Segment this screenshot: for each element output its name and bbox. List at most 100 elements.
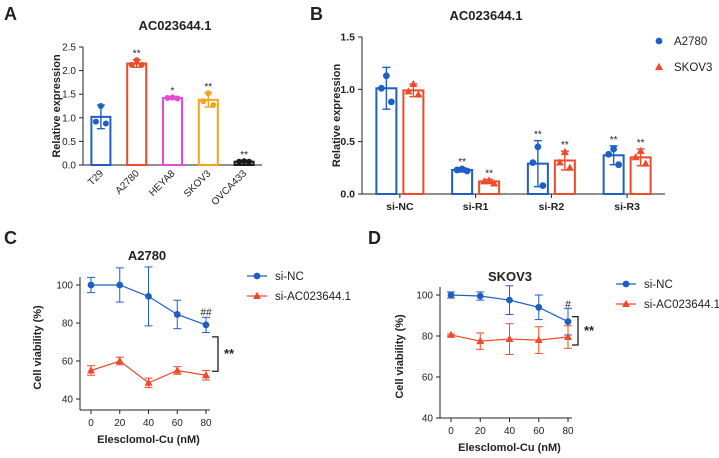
data-point bbox=[636, 146, 645, 155]
panel-b-title: AC023644.1 bbox=[450, 8, 523, 23]
panel-label-a: A bbox=[4, 4, 17, 24]
legend-label-a2780: A2780 bbox=[674, 36, 707, 48]
y-axis-label: Cell viability (%) bbox=[32, 305, 44, 390]
x-tick-label: 0 bbox=[88, 418, 94, 429]
data-point bbox=[164, 94, 171, 101]
annotation-label: ## bbox=[200, 307, 212, 318]
data-point bbox=[631, 153, 640, 161]
y-tick-label: 0.5 bbox=[340, 136, 355, 148]
data-point bbox=[534, 143, 542, 151]
data-point bbox=[453, 166, 461, 174]
data-point bbox=[377, 84, 385, 92]
panel-label-c: C bbox=[4, 228, 17, 248]
data-point bbox=[610, 145, 618, 153]
data-point bbox=[138, 61, 145, 68]
data-point bbox=[87, 366, 95, 374]
panel-d-title: SKOV3 bbox=[488, 269, 532, 284]
bracket-significance-label: ** bbox=[224, 346, 235, 361]
panel-b-chart: AC023644.1 0.0 0.5 1.0 1.5 Relative expressio… bbox=[331, 8, 712, 213]
legend-label-0: si-NC bbox=[275, 271, 304, 283]
data-point bbox=[144, 378, 153, 386]
y-tick-label: 60 bbox=[422, 373, 434, 384]
legend-marker-a2780 bbox=[655, 37, 663, 45]
bar-skov3 bbox=[197, 98, 219, 166]
legend-label-skov3: SKOV3 bbox=[674, 62, 712, 74]
significance-label: ** bbox=[485, 168, 493, 179]
legend-label-0: si-NC bbox=[644, 279, 673, 291]
x-axis-label: Elesclomol-Cu (nM) bbox=[97, 434, 200, 446]
y-tick-label: 100 bbox=[56, 281, 73, 292]
data-point bbox=[476, 292, 484, 300]
data-point bbox=[92, 118, 99, 125]
data-point bbox=[174, 95, 181, 102]
x-tick-label-skov3: SKOV3 bbox=[182, 168, 214, 200]
data-point bbox=[205, 90, 212, 97]
y-tick-label: 40 bbox=[422, 414, 434, 425]
data-point bbox=[529, 159, 537, 167]
data-point bbox=[200, 98, 207, 105]
bracket-significance-label: ** bbox=[584, 323, 595, 338]
y-tick-label: 1.0 bbox=[62, 113, 76, 124]
legend-marker-0 bbox=[253, 272, 261, 280]
bar-a2780 bbox=[126, 62, 148, 167]
significance-bracket bbox=[212, 336, 219, 372]
y-tick-label: 2.0 bbox=[62, 66, 76, 77]
x-tick-label: 0 bbox=[448, 426, 454, 437]
x-tick-label: 20 bbox=[114, 418, 126, 429]
legend-marker-1 bbox=[253, 291, 261, 299]
data-point bbox=[534, 335, 543, 344]
x-tick-label-heya8: HEYA8 bbox=[147, 168, 178, 199]
data-point bbox=[447, 291, 455, 299]
data-point bbox=[463, 167, 471, 175]
bar-skov3-si-nc bbox=[402, 89, 425, 195]
data-point bbox=[173, 311, 181, 318]
y-tick-label: 60 bbox=[62, 357, 74, 368]
legend-marker-skov3 bbox=[655, 62, 663, 70]
data-point bbox=[404, 87, 413, 95]
significance-label: ** bbox=[610, 135, 618, 146]
panel-label-d: D bbox=[368, 228, 381, 248]
data-point bbox=[555, 158, 564, 166]
y-tick-label: 100 bbox=[416, 291, 433, 302]
data-point bbox=[560, 147, 569, 156]
data-point bbox=[447, 330, 455, 338]
x-tick-label: 80 bbox=[200, 418, 212, 429]
legend-label-1: si-AC023644.1 bbox=[275, 291, 351, 303]
data-point bbox=[505, 334, 514, 343]
y-tick-label: 1.0 bbox=[340, 84, 355, 96]
significance-bracket bbox=[572, 315, 579, 346]
x-tick-label-a2780: A2780 bbox=[114, 168, 143, 197]
data-point bbox=[480, 177, 489, 185]
y-tick-label: 1.5 bbox=[340, 32, 355, 44]
data-point bbox=[102, 120, 109, 127]
data-point bbox=[615, 161, 623, 169]
y-tick-label: 2.5 bbox=[62, 43, 76, 54]
data-point bbox=[506, 296, 513, 304]
data-point bbox=[246, 158, 253, 165]
x-tick-label: 20 bbox=[475, 426, 487, 437]
data-point bbox=[236, 158, 243, 165]
y-tick-label: 80 bbox=[422, 332, 434, 343]
significance-label: ** bbox=[534, 130, 542, 141]
panel-label-b: B bbox=[310, 4, 323, 24]
x-axis-label: Elesclomol-Cu (nM) bbox=[458, 442, 561, 454]
significance-label: ** bbox=[204, 82, 212, 93]
significance-label: ** bbox=[240, 150, 248, 161]
x-tick-label: 40 bbox=[143, 418, 155, 429]
x-tick-label-ovca433: OVCA433 bbox=[210, 168, 250, 208]
data-point bbox=[485, 176, 494, 184]
data-point bbox=[539, 182, 547, 190]
data-point bbox=[97, 103, 104, 109]
data-point bbox=[414, 90, 423, 98]
y-tick-label: 0.5 bbox=[62, 137, 76, 148]
data-point bbox=[382, 72, 390, 80]
x-tick-label-t29: T29 bbox=[86, 168, 106, 188]
data-point bbox=[173, 366, 182, 374]
y-tick-label: 0.0 bbox=[62, 161, 76, 172]
data-point bbox=[605, 150, 613, 158]
x-tick-label-si-r2: si-R2 bbox=[539, 201, 565, 213]
significance-label: ** bbox=[637, 138, 645, 149]
